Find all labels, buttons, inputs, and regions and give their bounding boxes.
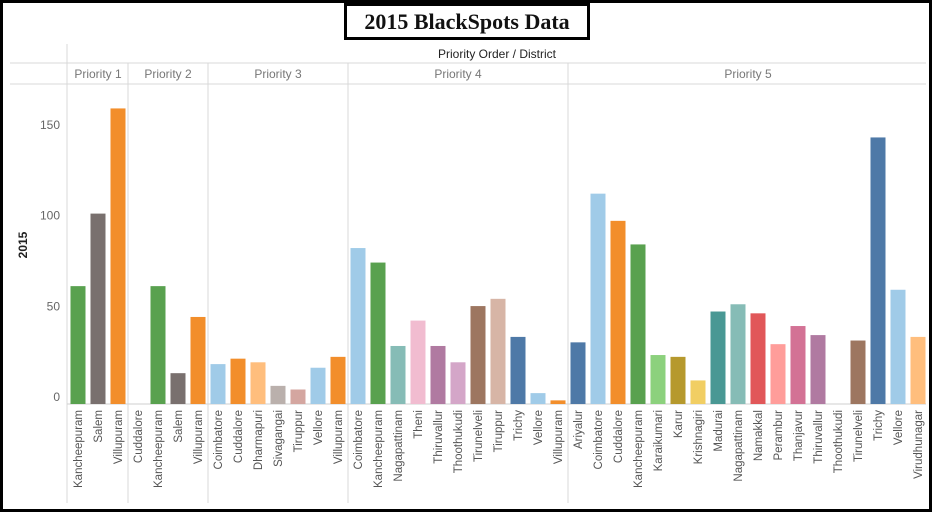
x-tick-label: Cuddalore [133, 410, 145, 463]
bar [70, 286, 86, 404]
x-tick-label: Trichy [873, 410, 885, 441]
x-tick-label: Nagapattinam [733, 410, 745, 482]
bar [350, 248, 366, 404]
bar [190, 316, 206, 404]
x-tick-label: Villupuram [553, 410, 565, 464]
x-tick-label: Villupuram [193, 410, 205, 464]
x-tick-label: Tirunelveli [853, 410, 865, 462]
bar [810, 335, 826, 404]
bar [710, 311, 726, 404]
x-tick-label: Thoothukudi [833, 410, 845, 473]
x-tick-label: Madurai [713, 410, 725, 452]
bar [750, 313, 766, 404]
bar [570, 342, 586, 404]
bar [410, 320, 426, 404]
x-tick-label: Karaikumari [653, 410, 665, 471]
x-tick-label: Kancheepuram [73, 410, 85, 488]
bar [690, 380, 706, 404]
bar [590, 193, 606, 404]
y-tick-label: 100 [40, 209, 60, 223]
x-tick-label: Tirunelveli [473, 410, 485, 462]
bar [390, 345, 406, 404]
bar [450, 362, 466, 404]
group-label: Priority 2 [144, 67, 192, 81]
bar [430, 345, 446, 404]
bar [550, 400, 566, 404]
y-tick-label: 150 [40, 118, 60, 132]
x-tick-label: Tiruppur [293, 410, 305, 453]
title-box: 2015 BlackSpots Data [344, 3, 590, 40]
bar [210, 364, 226, 404]
bar [90, 213, 106, 404]
bar [290, 389, 306, 404]
x-tick-label: Thiruvallur [433, 410, 445, 464]
group-label: Priority 4 [434, 67, 482, 81]
x-tick-label: Coimbatore [213, 410, 225, 469]
x-tick-label: Coimbatore [353, 410, 365, 469]
group-label: Priority 5 [724, 67, 772, 81]
x-tick-label: Kancheepuram [373, 410, 385, 488]
bar [630, 244, 646, 404]
x-tick-label: Salem [93, 410, 105, 443]
bar [310, 367, 326, 404]
x-tick-label: Cuddalore [233, 410, 245, 463]
bar [890, 289, 906, 404]
bar [730, 304, 746, 404]
bar [330, 356, 346, 404]
y-tick-label: 50 [47, 299, 61, 313]
x-tick-label: Vellore [533, 410, 545, 445]
x-tick-label: Karur [673, 410, 685, 438]
group-label: Priority 1 [74, 67, 122, 81]
bar [670, 356, 686, 404]
x-tick-label: Dharmapuri [253, 410, 265, 470]
bar [910, 336, 926, 404]
x-tick-label: Namakkal [753, 410, 765, 461]
bar [150, 286, 166, 404]
bar [270, 385, 286, 404]
bar [770, 344, 786, 404]
bar [790, 326, 806, 404]
bar [850, 340, 866, 404]
x-tick-label: Cuddalore [613, 410, 625, 463]
x-tick-label: Theni [413, 410, 425, 439]
bar [110, 108, 126, 404]
bar [230, 358, 246, 404]
x-tick-label: Sivagangai [273, 410, 285, 467]
group-label: Priority 3 [254, 67, 302, 81]
bar [610, 220, 626, 404]
column-header: Priority Order / District [438, 47, 557, 61]
chart-title: 2015 BlackSpots Data [364, 8, 570, 34]
x-tick-label: Perambur [773, 410, 785, 461]
bar [470, 306, 486, 404]
x-tick-label: Virudhunagar [913, 410, 925, 479]
bar [490, 298, 506, 404]
x-tick-label: Vellore [893, 410, 905, 445]
bar [370, 262, 386, 404]
x-tick-label: Krishnagiri [693, 410, 705, 464]
x-tick-label: Nagapattinam [393, 410, 405, 482]
x-tick-label: Thiruvallur [813, 410, 825, 464]
y-axis-label: 2015 [16, 231, 30, 258]
x-tick-label: Thoothukudi [453, 410, 465, 473]
x-tick-label: Villupuram [333, 410, 345, 464]
bar [250, 362, 266, 404]
x-tick-label: Kancheepuram [633, 410, 645, 488]
x-tick-label: Ariyalur [573, 410, 585, 449]
x-tick-label: Thanjavur [793, 410, 805, 461]
x-tick-label: Vellore [313, 410, 325, 445]
bar [870, 137, 886, 404]
bar [530, 393, 546, 404]
x-tick-label: Kancheepuram [153, 410, 165, 488]
y-tick-label: 0 [53, 390, 60, 404]
bar [650, 355, 666, 404]
x-tick-label: Coimbatore [593, 410, 605, 469]
x-tick-label: Tiruppur [493, 410, 505, 453]
x-tick-label: Salem [173, 410, 185, 443]
x-tick-label: Villupuram [113, 410, 125, 464]
chart-frame [3, 3, 929, 509]
bar [170, 373, 186, 404]
bar [510, 336, 526, 404]
x-tick-label: Trichy [513, 410, 525, 441]
